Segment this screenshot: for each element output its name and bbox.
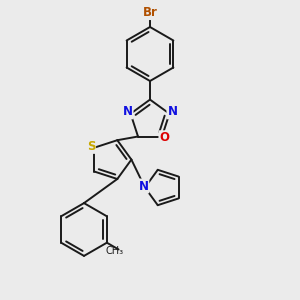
Text: N: N bbox=[167, 105, 177, 119]
Text: CH₃: CH₃ bbox=[106, 246, 124, 256]
Text: S: S bbox=[87, 140, 95, 153]
Text: Br: Br bbox=[142, 6, 158, 19]
Text: O: O bbox=[159, 131, 170, 144]
Text: N: N bbox=[138, 179, 148, 193]
Text: N: N bbox=[123, 105, 133, 119]
